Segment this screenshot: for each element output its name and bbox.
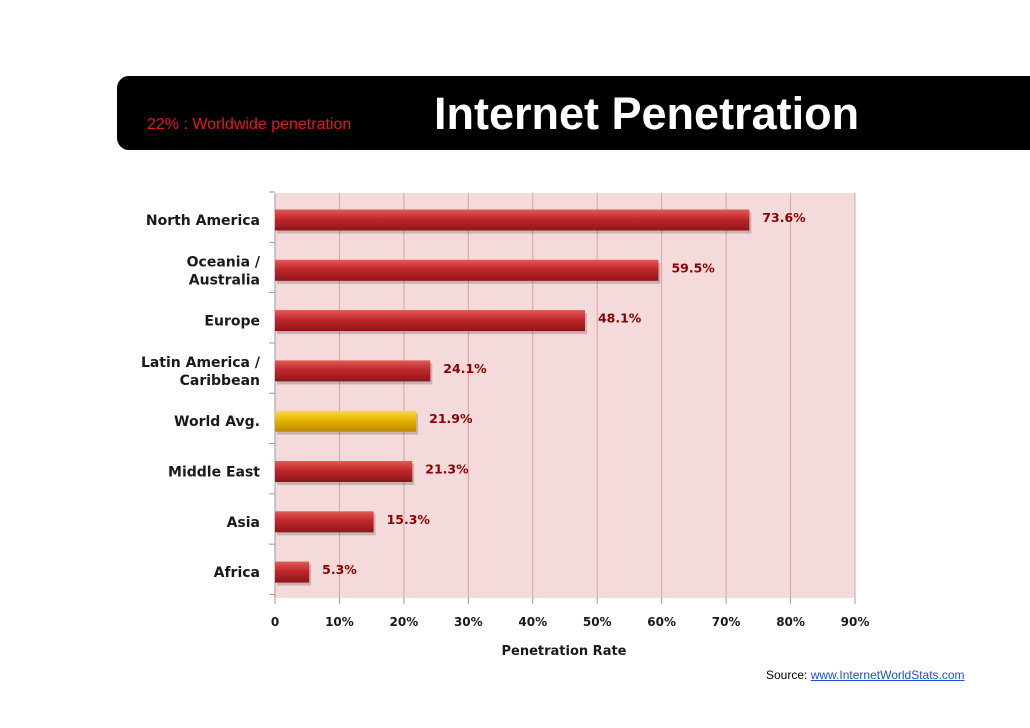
value-label: 73.6% — [762, 210, 806, 225]
value-label: 21.3% — [425, 462, 469, 477]
subtitle: 22% : Worldwide penetration — [147, 116, 352, 133]
value-label: 21.9% — [429, 411, 473, 426]
category-label: Europe — [204, 314, 260, 330]
header-bar — [117, 76, 1030, 150]
x-tick-label: 20% — [390, 615, 419, 629]
bar — [275, 360, 431, 382]
bar — [275, 209, 750, 231]
bar — [275, 511, 374, 533]
page-title: Internet Penetration — [434, 88, 860, 139]
plot-area — [275, 193, 855, 598]
x-tick-label: 80% — [776, 615, 805, 629]
x-tick-label: 0 — [271, 615, 279, 629]
category-label: Oceania / — [187, 254, 261, 270]
source-link[interactable]: www.InternetWorldStats.com — [810, 668, 965, 682]
category-label: Middle East — [168, 465, 260, 481]
bar — [275, 310, 585, 332]
category-label: Caribbean — [180, 373, 260, 389]
category-label: Australia — [189, 272, 260, 288]
bar-highlight — [275, 410, 417, 432]
category-label: North America — [146, 213, 260, 229]
category-label: Asia — [227, 515, 260, 531]
x-tick-label: 90% — [841, 615, 870, 629]
bar — [275, 561, 310, 583]
x-tick-label: 70% — [712, 615, 741, 629]
category-label: World Avg. — [174, 414, 260, 430]
bar — [275, 259, 659, 281]
value-label: 5.3% — [322, 562, 357, 577]
x-tick-label: 10% — [325, 615, 354, 629]
value-label: 48.1% — [598, 311, 642, 326]
bar — [275, 461, 413, 482]
source-note: Source: www.InternetWorldStats.com — [766, 668, 965, 682]
value-label: 59.5% — [671, 260, 715, 275]
category-label: Africa — [214, 565, 260, 581]
x-tick-label: 40% — [518, 615, 547, 629]
x-axis-title: Penetration Rate — [501, 644, 626, 659]
x-tick-label: 50% — [583, 615, 612, 629]
source-label: Source — [766, 668, 805, 682]
x-tick-label: 30% — [454, 615, 483, 629]
source-separator: : — [804, 668, 808, 682]
value-label: 24.1% — [443, 361, 487, 376]
value-label: 15.3% — [387, 512, 431, 527]
x-tick-label: 60% — [647, 615, 676, 629]
category-label: Latin America / — [141, 355, 261, 371]
